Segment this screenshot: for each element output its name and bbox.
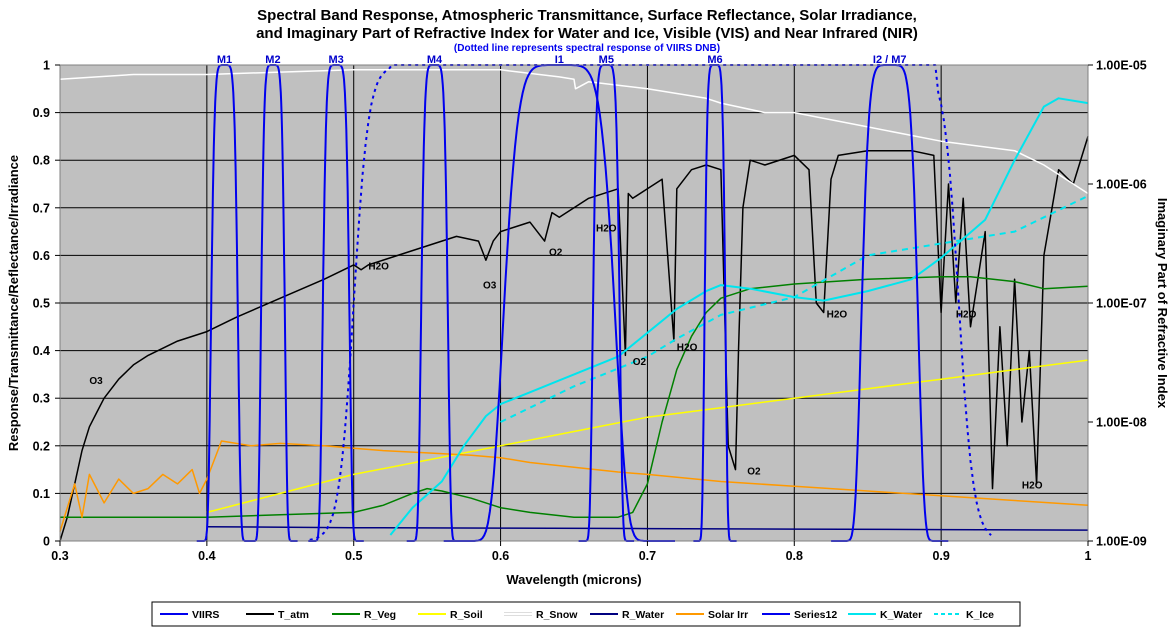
x-tick-label: 0.3	[51, 549, 68, 563]
absorption-annotation: O2	[747, 466, 761, 477]
series-k-ice-line	[500, 195, 1089, 423]
y-axis-title: Response/Transmittance/Reflectance/Irrad…	[6, 155, 21, 451]
series-r_snow-line	[59, 69, 1089, 195]
y-tick-label: 0.8	[33, 154, 50, 168]
y2-tick-label: 1.00E-08	[1096, 416, 1147, 430]
legend-label-r-soil: R_Soil	[450, 609, 483, 621]
x-axis-ticks: 0.3 0.4 0.5 0.6 0.7 0.8 0.9 1	[51, 541, 1092, 563]
legend-label-solar-irr: Solar Irr	[708, 609, 748, 621]
legend-label-viirs: VIIRS	[192, 609, 219, 621]
y-axis-ticks: 0 0.1 0.2 0.3 0.4 0.5 0.6 0.7 0.8 0.9 1	[33, 59, 60, 549]
legend-label-series12: Series12	[794, 609, 837, 621]
grid-lines	[60, 65, 1088, 541]
y2-axis-ticks: 1.00E-09 1.00E-08 1.00E-07 1.00E-06 1.00E-05	[1088, 59, 1147, 549]
legend-label-r-veg: R_Veg	[364, 609, 396, 621]
band-label-m2: M2	[265, 54, 280, 66]
series-r_veg-line	[60, 276, 1089, 518]
y-tick-label: 0.4	[33, 344, 50, 358]
band-label-i1: I1	[555, 54, 564, 66]
x-tick-label: 0.4	[198, 549, 215, 563]
y2-tick-label: 1.00E-05	[1096, 59, 1147, 73]
y-tick-label: 0	[43, 535, 50, 549]
legend-label-r-water: R_Water	[622, 609, 664, 621]
absorption-annotation: H2O	[956, 309, 977, 320]
absorption-annotation: O2	[633, 357, 647, 368]
absorption-annotation: H2O	[368, 262, 389, 273]
band-label-m5: M5	[599, 54, 614, 66]
band-labels: M1 M2 M3 M4 I1 M5 M6 I2 / M7	[217, 54, 907, 66]
series-r_soil-line	[206, 359, 1089, 514]
band-label-m1: M1	[217, 54, 232, 66]
y-tick-label: 0.3	[33, 392, 50, 406]
series-solar-irr-line	[59, 440, 1089, 532]
absorption-annotation: O3	[89, 376, 103, 387]
y-tick-label: 0.5	[33, 297, 50, 311]
chart-title-line1: Spectral Band Response, Atmospheric Tran…	[257, 7, 917, 24]
absorption-annotation: O3	[483, 281, 497, 292]
y-tick-label: 0.9	[33, 106, 50, 120]
legend-label-t-atm: T_atm	[278, 609, 309, 621]
y-tick-label: 0.6	[33, 249, 50, 263]
x-tick-label: 0.6	[492, 549, 509, 563]
legend-label-k-ice: K_Ice	[966, 609, 994, 621]
x-tick-label: 0.9	[932, 549, 949, 563]
band-label-m4: M4	[427, 54, 443, 66]
chart-title-line2: and Imaginary Part of Refractive Index f…	[256, 25, 918, 42]
absorption-annotation: H2O	[596, 224, 617, 235]
y2-axis-title: Imaginary Part of Refractive Index	[1155, 198, 1170, 409]
absorption-annotation: H2O	[677, 343, 698, 354]
series-k-water-line	[389, 97, 1089, 536]
x-tick-label: 0.8	[786, 549, 803, 563]
band-label-m3: M3	[328, 54, 343, 66]
x-tick-label: 1	[1085, 549, 1092, 563]
y2-tick-label: 1.00E-07	[1096, 297, 1147, 311]
annotations: O3 H2O O3 O2 H2O O2 H2O O2 H2O H2O H2O	[89, 224, 1042, 492]
band-label-i2-m7: I2 / M7	[873, 54, 907, 66]
y-tick-label: 1	[43, 59, 50, 73]
x-tick-label: 0.5	[345, 549, 362, 563]
y-tick-label: 0.1	[33, 487, 50, 501]
y2-tick-label: 1.00E-06	[1096, 178, 1147, 192]
band-label-m6: M6	[707, 54, 722, 66]
chart-subtitle: (Dotted line represents spectral respons…	[454, 43, 720, 54]
y-tick-label: 0.7	[33, 201, 50, 215]
legend-label-r-snow: R_Snow	[536, 609, 578, 621]
legend: VIIRS T_atm R_Veg R_Soil R_Snow R_Water Solar …	[151, 601, 1021, 627]
absorption-annotation: H2O	[827, 309, 848, 320]
x-axis-title: Wavelength (microns)	[506, 572, 641, 587]
absorption-annotation: H2O	[1022, 481, 1043, 492]
absorption-annotation: O2	[549, 247, 563, 258]
y-tick-label: 0.2	[33, 439, 50, 453]
legend-label-k-water: K_Water	[880, 609, 922, 621]
y2-tick-label: 1.00E-09	[1096, 535, 1147, 549]
x-tick-label: 0.7	[639, 549, 656, 563]
